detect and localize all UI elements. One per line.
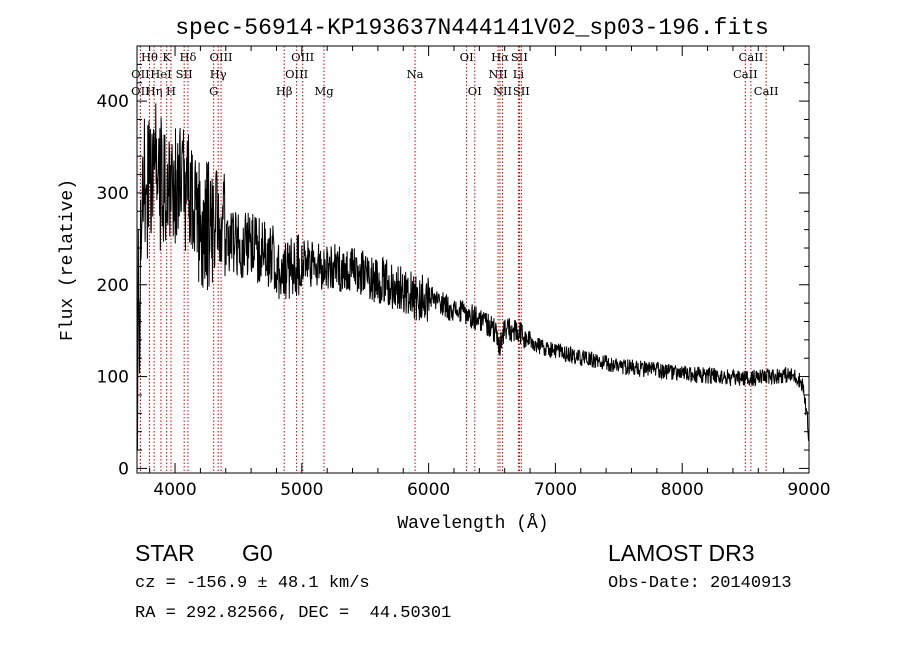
x-tick-label-9000: 9000 (787, 480, 830, 500)
spectrum-layer (137, 103, 809, 451)
line-marker-label-25: NII (493, 84, 512, 98)
plot-frame (136, 45, 810, 474)
line-marker-label-27: CaII (754, 84, 779, 98)
object-subclass: G0 (242, 540, 273, 566)
y-tick-label-100: 100 (97, 368, 129, 388)
sky-coordinates: RA = 292.82566, DEC = 44.50301 (135, 604, 452, 623)
line-marker-label-20: H (166, 84, 176, 98)
y-tick-label-0: 0 (118, 459, 129, 479)
line-marker-label-12: Hγ (210, 67, 227, 81)
line-marker-label-24: OI (468, 84, 482, 98)
line-marker-label-1: K (162, 50, 171, 64)
chart-title: spec-56914-KP193637N444141V02_sp03-196.f… (175, 15, 769, 41)
line-marker-label-10: HeI (150, 67, 171, 81)
y-tick-label-200: 200 (97, 276, 129, 296)
x-tick-label-7000: 7000 (534, 480, 577, 500)
line-marker-label-18: OII (131, 84, 150, 98)
line-marker-label-3: OIII (210, 50, 233, 64)
spectrum-line (137, 103, 809, 451)
survey-name: LAMOST DR3 (608, 540, 755, 566)
line-marker-label-21: G (209, 84, 218, 98)
line-marker-label-8: CaII (739, 50, 764, 64)
line-marker-label-6: Hα (491, 50, 509, 64)
y-axis-label: Flux (relative) (58, 179, 78, 341)
line-marker-label-23: Mg (314, 84, 334, 98)
line-marker-label-19: Hη (146, 84, 163, 98)
observation-date: Obs-Date: 20140913 (608, 574, 792, 593)
x-tick-label-6000: 6000 (407, 480, 450, 500)
object-class: STAR (135, 540, 195, 566)
line-marker-label-15: NII (489, 67, 508, 81)
x-tick-label-5000: 5000 (280, 480, 323, 500)
line-marker-label-16: Li (513, 67, 525, 81)
x-axis-label: Wavelength (Å) (397, 513, 548, 534)
line-marker-label-14: Na (407, 67, 424, 81)
y-tick-label-400: 400 (97, 92, 129, 112)
line-marker-label-11: SII (176, 67, 193, 81)
redshift-velocity: cz = -156.9 ± 48.1 km/s (135, 574, 370, 593)
line-marker-label-2: Hδ (179, 50, 196, 64)
line-marker-label-7: SII (511, 50, 528, 64)
line-marker-label-22: Hβ (276, 84, 293, 98)
line-marker-label-4: OIII (291, 50, 314, 64)
line-marker-label-0: Hθ (141, 50, 158, 64)
x-tick-label-8000: 8000 (661, 480, 704, 500)
y-tick-label-300: 300 (97, 184, 129, 204)
line-marker-label-13: OIII (285, 67, 308, 81)
line-marker-label-5: OI (460, 50, 474, 64)
axis-ticks-layer: 4000 5000 6000 7000 8000 9000 0 100 200 300 400 (97, 46, 831, 500)
line-marker-label-26: SII (513, 84, 530, 98)
x-tick-label-4000: 4000 (153, 480, 196, 500)
line-marker-label-17: CaII (733, 67, 758, 81)
